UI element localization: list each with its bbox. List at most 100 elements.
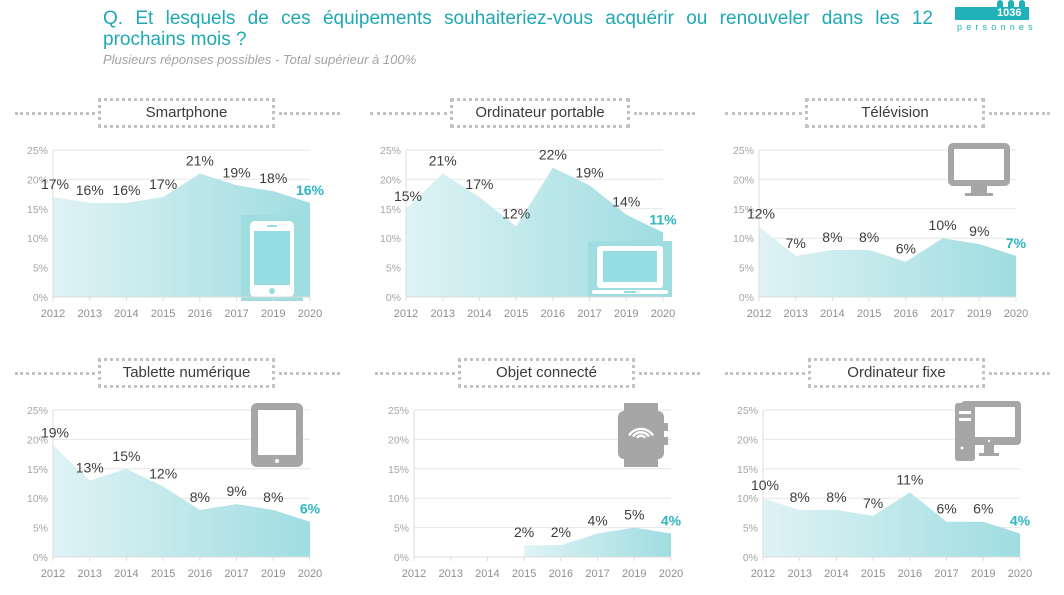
x-tick-label: 2016 xyxy=(541,308,565,320)
y-tick-label: 0% xyxy=(739,292,754,304)
desktop-computer-icon xyxy=(955,401,1021,461)
data-label: 8% xyxy=(822,229,842,245)
question-title: Q. Et lesquels de ces équipements souhai… xyxy=(103,8,933,50)
smartphone-icon xyxy=(241,215,303,301)
data-label: 21% xyxy=(186,153,214,169)
y-tick-label: 15% xyxy=(27,464,48,476)
y-tick-label: 20% xyxy=(388,434,409,446)
respondents-badge: 1036 personnes xyxy=(955,0,1055,40)
y-tick-label: 15% xyxy=(380,204,401,216)
data-label: 15% xyxy=(394,188,422,204)
x-tick-label: 2017 xyxy=(224,308,248,320)
chart-title: Ordinateur portable xyxy=(450,98,630,128)
area-chart: 0%5%10%15%20%25%2012 2013 2014 2015 2016 2017… xyxy=(737,401,1032,580)
tablet-icon xyxy=(251,403,303,467)
area-chart: 0%5%10%15%20%25%2012 2013 2014 2015 2016 2017… xyxy=(733,143,1028,320)
x-tick-label: 2015 xyxy=(151,308,175,320)
chart-header: Objet connecté xyxy=(370,355,700,389)
data-label: 12% xyxy=(502,205,530,221)
y-tick-label: 15% xyxy=(737,464,758,476)
chart-panel-ordinateur-portable: Ordinateur portable 0% 5% 10% 15% 20% 25% 2012 2… xyxy=(355,95,705,335)
y-tick-label: 20% xyxy=(737,434,758,446)
data-label: 10% xyxy=(751,477,779,493)
x-tick-label: 2015 xyxy=(861,568,885,580)
y-tick-label: 15% xyxy=(27,204,48,216)
x-tick-label: 2020 xyxy=(1004,308,1028,320)
x-tick-label: 2017 xyxy=(930,308,954,320)
x-tick-label: 2020 xyxy=(659,568,683,580)
chart-title: Smartphone xyxy=(98,98,275,128)
x-tick-label: 2012 xyxy=(751,568,775,580)
data-label: 12% xyxy=(747,205,775,221)
divider xyxy=(15,372,95,375)
y-tick-label: 20% xyxy=(27,174,48,186)
chart-header: Télévision xyxy=(720,95,1050,129)
x-tick-label: 2020 xyxy=(298,308,322,320)
respondent-label: personnes xyxy=(957,22,1037,32)
x-tick-label: 2013 xyxy=(787,568,811,580)
x-tick-label: 2017 xyxy=(934,568,958,580)
x-tick-label: 2014 xyxy=(475,568,499,580)
area-series xyxy=(759,226,1016,297)
x-tick-label: 2017 xyxy=(224,568,248,580)
y-tick-label: 25% xyxy=(388,405,409,417)
divider xyxy=(15,112,95,115)
x-tick-label: 2013 xyxy=(783,308,807,320)
y-tick-label: 20% xyxy=(733,174,754,186)
x-tick-label: 2019 xyxy=(261,568,285,580)
area-chart: 0%5%10%15%20%25%2012 2013 2014 2015 2016 2017… xyxy=(27,145,325,320)
x-tick-label: 2014 xyxy=(467,308,491,320)
chart-header: Ordinateur portable xyxy=(365,95,695,129)
x-tick-label: 2014 xyxy=(820,308,844,320)
x-tick-label: 2014 xyxy=(114,308,138,320)
data-label: 5% xyxy=(624,507,644,523)
x-tick-label: 2012 xyxy=(41,568,65,580)
chart-title: Tablette numérique xyxy=(98,358,275,388)
x-tick-label: 2016 xyxy=(188,568,212,580)
x-tick-label: 2012 xyxy=(394,308,418,320)
divider xyxy=(279,112,340,115)
y-tick-label: 25% xyxy=(27,405,48,417)
x-tick-label: 2015 xyxy=(504,308,528,320)
data-label: 19% xyxy=(223,164,251,180)
data-label: 16% xyxy=(76,182,104,198)
x-tick-label: 2019 xyxy=(622,568,646,580)
data-label: 22% xyxy=(539,147,567,163)
y-tick-label: 20% xyxy=(380,174,401,186)
data-label: 19% xyxy=(41,424,69,440)
data-label-latest: 4% xyxy=(1010,512,1031,528)
data-label: 7% xyxy=(863,495,883,511)
area-chart: 0%5%10%15%20%25%2012 2013 2014 2015 2016 2017… xyxy=(388,403,683,580)
x-tick-label: 2020 xyxy=(1008,568,1032,580)
data-label: 16% xyxy=(112,182,140,198)
data-label: 8% xyxy=(190,489,210,505)
area-series xyxy=(53,445,310,557)
smartwatch-icon xyxy=(618,403,668,467)
chart-panel-ordinateur-fixe: Ordinateur fixe 0% 5% 10% 15% 20% 25% 2012 2013 2… xyxy=(710,355,1060,595)
y-tick-label: 10% xyxy=(27,233,48,245)
y-tick-label: 0% xyxy=(394,552,409,564)
x-tick-label: 2013 xyxy=(438,568,462,580)
data-label-latest: 11% xyxy=(649,211,677,227)
y-tick-label: 20% xyxy=(27,434,48,446)
y-tick-label: 25% xyxy=(733,145,754,157)
area-chart: 0%5%10%15%20%25%2012 2013 2014 2015 2016 2017… xyxy=(27,403,322,580)
y-tick-label: 25% xyxy=(737,405,758,417)
data-label-latest: 16% xyxy=(296,182,325,198)
data-label: 15% xyxy=(112,448,140,464)
x-tick-label: 2013 xyxy=(77,308,101,320)
y-tick-label: 10% xyxy=(737,493,758,505)
data-label: 6% xyxy=(973,501,993,517)
y-tick-label: 10% xyxy=(27,493,48,505)
divider xyxy=(725,112,802,115)
divider xyxy=(370,112,447,115)
data-label: 17% xyxy=(465,176,493,192)
data-label: 11% xyxy=(896,471,923,487)
chart-panel-tablette: Tablette numérique 0% 5% 10% 15% 20% 25% 2012 20… xyxy=(0,355,350,595)
area-series xyxy=(524,527,671,557)
y-tick-label: 5% xyxy=(386,263,401,275)
chart-header: Smartphone xyxy=(10,95,340,129)
x-tick-label: 2017 xyxy=(577,308,601,320)
data-label: 10% xyxy=(929,217,957,233)
y-tick-label: 5% xyxy=(33,263,48,275)
